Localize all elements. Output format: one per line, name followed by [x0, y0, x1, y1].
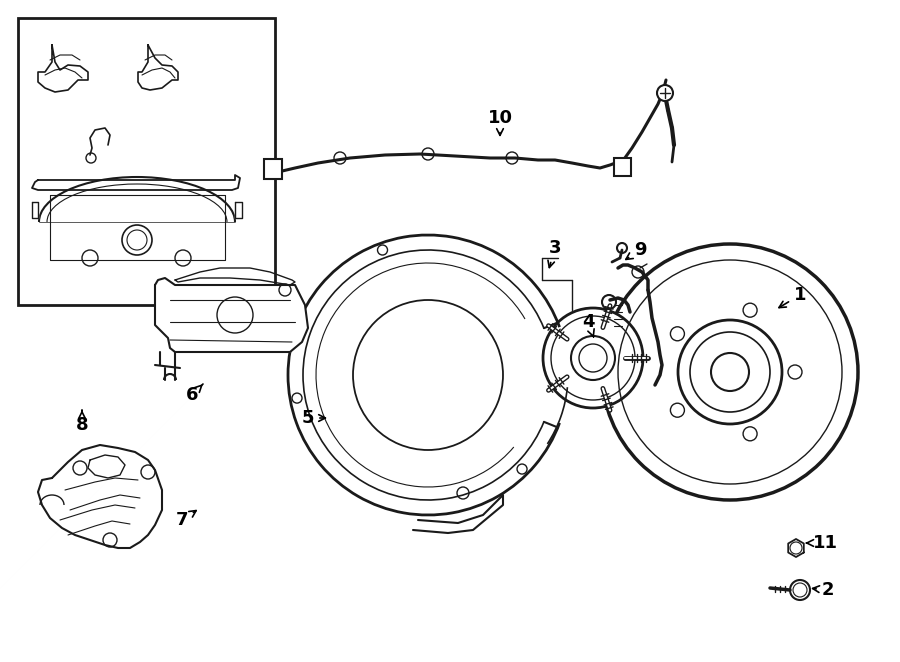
Circle shape	[657, 85, 673, 101]
Text: 4: 4	[581, 313, 594, 337]
Circle shape	[543, 308, 643, 408]
Text: 2: 2	[813, 581, 834, 599]
Circle shape	[790, 580, 810, 600]
Text: 3: 3	[548, 239, 562, 267]
Polygon shape	[138, 45, 178, 90]
Text: 11: 11	[806, 534, 838, 552]
Polygon shape	[235, 202, 242, 218]
Polygon shape	[32, 202, 38, 218]
FancyBboxPatch shape	[614, 158, 631, 176]
Text: 1: 1	[779, 286, 806, 308]
Polygon shape	[32, 175, 240, 190]
FancyBboxPatch shape	[264, 159, 282, 179]
Polygon shape	[788, 539, 804, 557]
Polygon shape	[38, 445, 162, 548]
Text: 10: 10	[488, 109, 512, 135]
Text: 7: 7	[176, 510, 196, 529]
Text: 9: 9	[626, 241, 646, 260]
Polygon shape	[155, 278, 308, 352]
Text: 8: 8	[76, 410, 88, 434]
Circle shape	[602, 244, 858, 500]
Text: 6: 6	[185, 384, 203, 404]
Polygon shape	[38, 45, 88, 92]
Text: 5: 5	[302, 409, 326, 427]
Bar	[18, 18, 275, 305]
